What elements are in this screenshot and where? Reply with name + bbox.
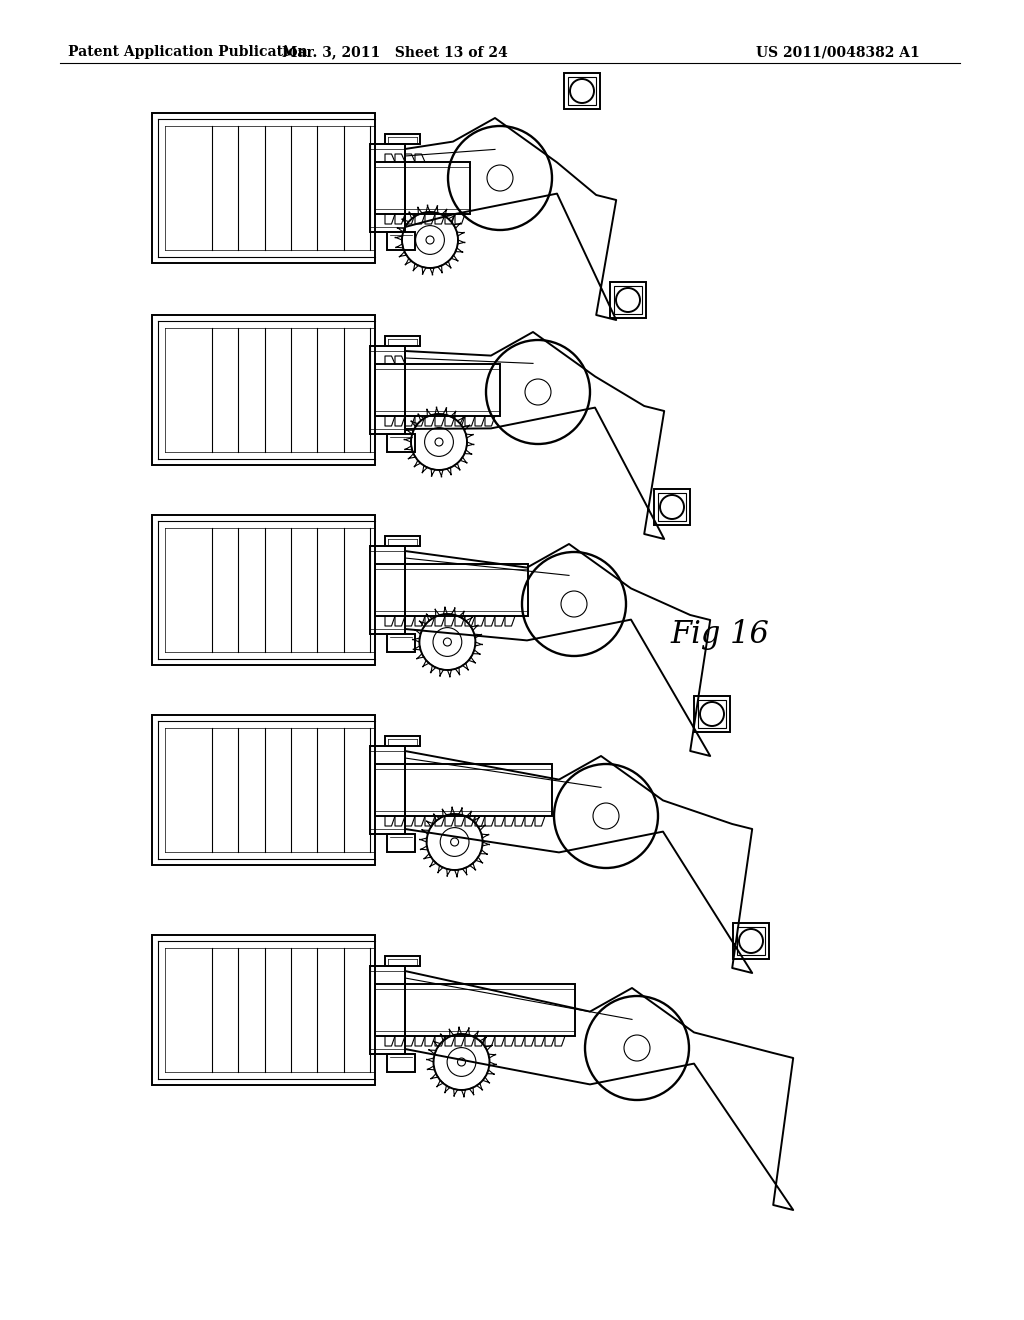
Bar [387, 1053, 415, 1072]
Text: Fig 16: Fig 16 [670, 619, 769, 651]
Bar [375, 983, 575, 1036]
Bar [375, 162, 470, 214]
Bar [152, 715, 375, 865]
Bar [733, 923, 769, 960]
Bar [370, 346, 406, 434]
Bar [152, 515, 375, 665]
Bar [568, 77, 596, 106]
Text: Mar. 3, 2011   Sheet 13 of 24: Mar. 3, 2011 Sheet 13 of 24 [283, 45, 508, 59]
Bar [387, 834, 415, 851]
Bar [387, 232, 415, 249]
Bar [654, 488, 690, 525]
Text: Patent Application Publication: Patent Application Publication [68, 45, 307, 59]
Bar [737, 927, 765, 954]
Bar [375, 564, 528, 616]
Bar [614, 286, 642, 314]
Bar [375, 764, 552, 816]
Bar [694, 696, 730, 733]
Bar [385, 337, 420, 346]
Bar [370, 546, 406, 634]
Bar [375, 364, 500, 416]
Bar [698, 700, 726, 729]
Bar [385, 956, 420, 966]
Bar [370, 746, 406, 834]
Bar [152, 315, 375, 465]
Bar [385, 536, 420, 546]
Bar [370, 966, 406, 1053]
Bar [387, 634, 415, 652]
Bar [152, 114, 375, 263]
Bar [564, 73, 600, 110]
Bar [658, 492, 686, 521]
Bar [370, 144, 406, 232]
Bar [385, 135, 420, 144]
Bar [152, 935, 375, 1085]
Bar [387, 434, 415, 451]
Bar [385, 737, 420, 746]
Bar [610, 282, 646, 318]
Text: US 2011/0048382 A1: US 2011/0048382 A1 [757, 45, 920, 59]
